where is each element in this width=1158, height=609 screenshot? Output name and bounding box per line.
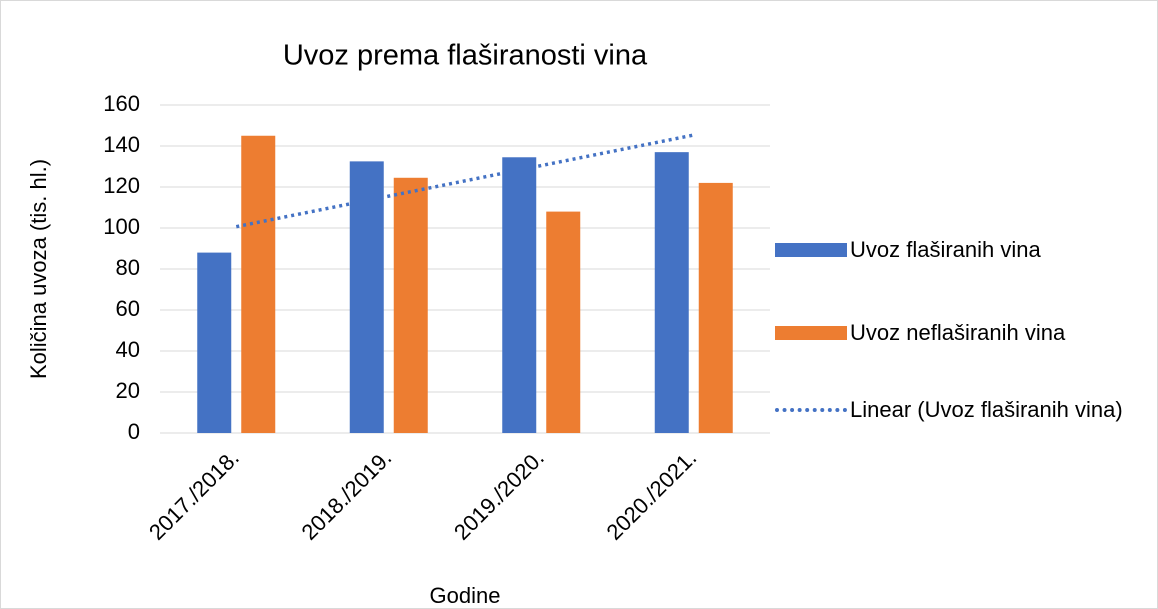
y-tick-label: 60: [116, 296, 140, 321]
bar: [502, 157, 537, 433]
y-tick-label: 80: [116, 255, 140, 280]
x-axis-label: Godine: [430, 583, 501, 608]
y-tick-label: 20: [116, 378, 140, 403]
legend-swatch: [775, 243, 847, 257]
y-tick-label: 100: [103, 214, 140, 239]
trend-line: [235, 133, 695, 229]
legend-swatch: [775, 326, 847, 340]
y-tick-label: 120: [103, 173, 140, 198]
bar: [654, 152, 689, 433]
y-tick-label: 0: [128, 419, 140, 444]
legend-swatch: [775, 408, 847, 412]
y-axis-label: Količina uvoza (tis. hl.): [26, 159, 51, 379]
bar: [698, 182, 733, 433]
chart-title: Uvoz prema flaširanosti vina: [283, 40, 648, 72]
legend-label: Linear (Uvoz flaširanih vina): [850, 397, 1123, 422]
bar: [241, 135, 276, 433]
y-tick-label: 140: [103, 132, 140, 157]
y-tick-label: 40: [116, 337, 140, 362]
bar: [197, 252, 232, 433]
bar: [393, 177, 428, 433]
y-tick-label: 160: [103, 91, 140, 116]
legend-label: Uvoz neflaširanih vina: [850, 320, 1066, 345]
bar: [349, 161, 384, 433]
legend-label: Uvoz flaširanih vina: [850, 237, 1041, 262]
bar: [546, 211, 581, 433]
